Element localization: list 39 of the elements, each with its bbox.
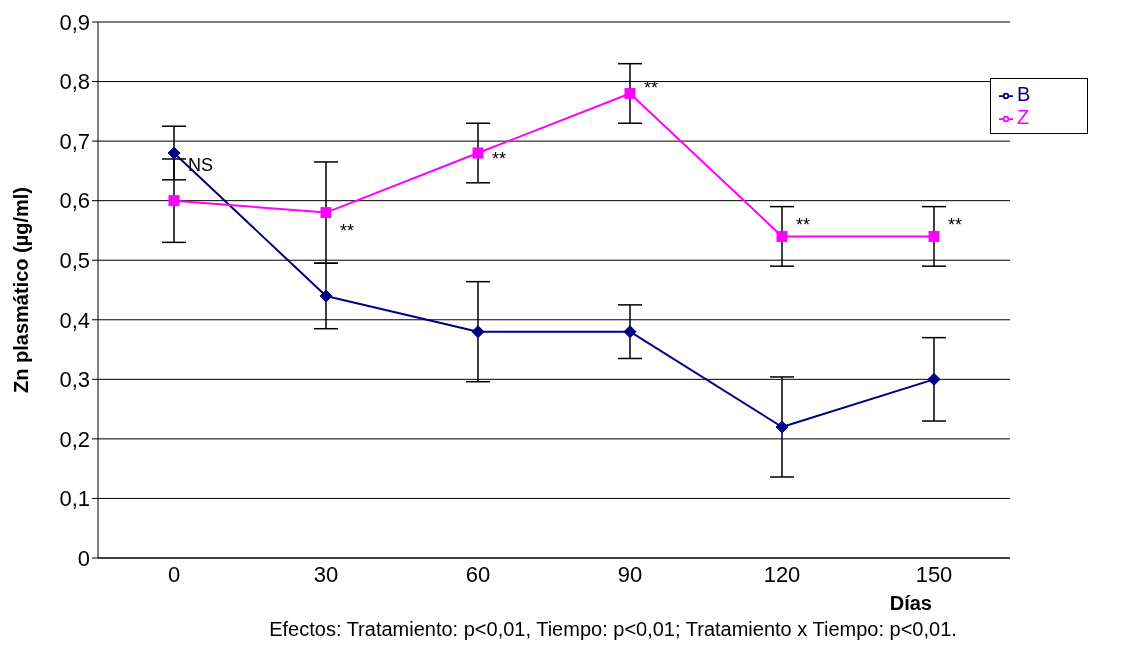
- y-tick-label: 0,8: [59, 69, 90, 95]
- point: [167, 146, 181, 160]
- y-tick-label: 0,4: [59, 307, 90, 333]
- point: [320, 207, 332, 219]
- point: [775, 420, 789, 434]
- y-tick-label: 0,9: [59, 9, 90, 35]
- y-tick-label: 0,7: [59, 128, 90, 154]
- annotation: **: [340, 220, 355, 241]
- x-tick-label: 90: [617, 561, 643, 587]
- x-tick-label: 120: [763, 561, 801, 587]
- point: [623, 325, 637, 339]
- legend-label: Z: [1017, 106, 1030, 128]
- x-tick-label: 0: [167, 561, 181, 587]
- point: [471, 325, 485, 339]
- x-tick-label: 30: [313, 561, 339, 587]
- point: [624, 87, 636, 99]
- annotation: NS: [188, 155, 214, 176]
- y-axis-title: Zn plasmático (µg/ml): [10, 187, 33, 393]
- point: [927, 372, 941, 386]
- point: [472, 147, 484, 159]
- x-axis-title: Días: [889, 592, 932, 614]
- y-tick-label: 0,5: [59, 248, 90, 274]
- legend-label: B: [1017, 83, 1031, 105]
- x-tick-label: 60: [465, 561, 491, 587]
- y-tick-label: 0: [77, 545, 90, 571]
- point: [928, 230, 940, 242]
- point: [319, 289, 333, 303]
- point: [168, 195, 180, 207]
- y-tick-label: 0,6: [59, 188, 90, 214]
- annotation: **: [492, 149, 507, 170]
- annotation: **: [796, 214, 811, 235]
- y-tick-label: 0,2: [59, 426, 90, 452]
- x-tick-label: 150: [915, 561, 953, 587]
- point: [776, 230, 788, 242]
- y-tick-label: 0,1: [59, 486, 90, 512]
- annotation: **: [948, 214, 963, 235]
- y-tick-label: 0,3: [59, 367, 90, 393]
- annotation: **: [644, 77, 659, 98]
- text: Efectos: Tratamiento: p<0,01, Tiempo: p<0,01; Tratamiento x Tiempo: p<0,01.: [268, 618, 958, 641]
